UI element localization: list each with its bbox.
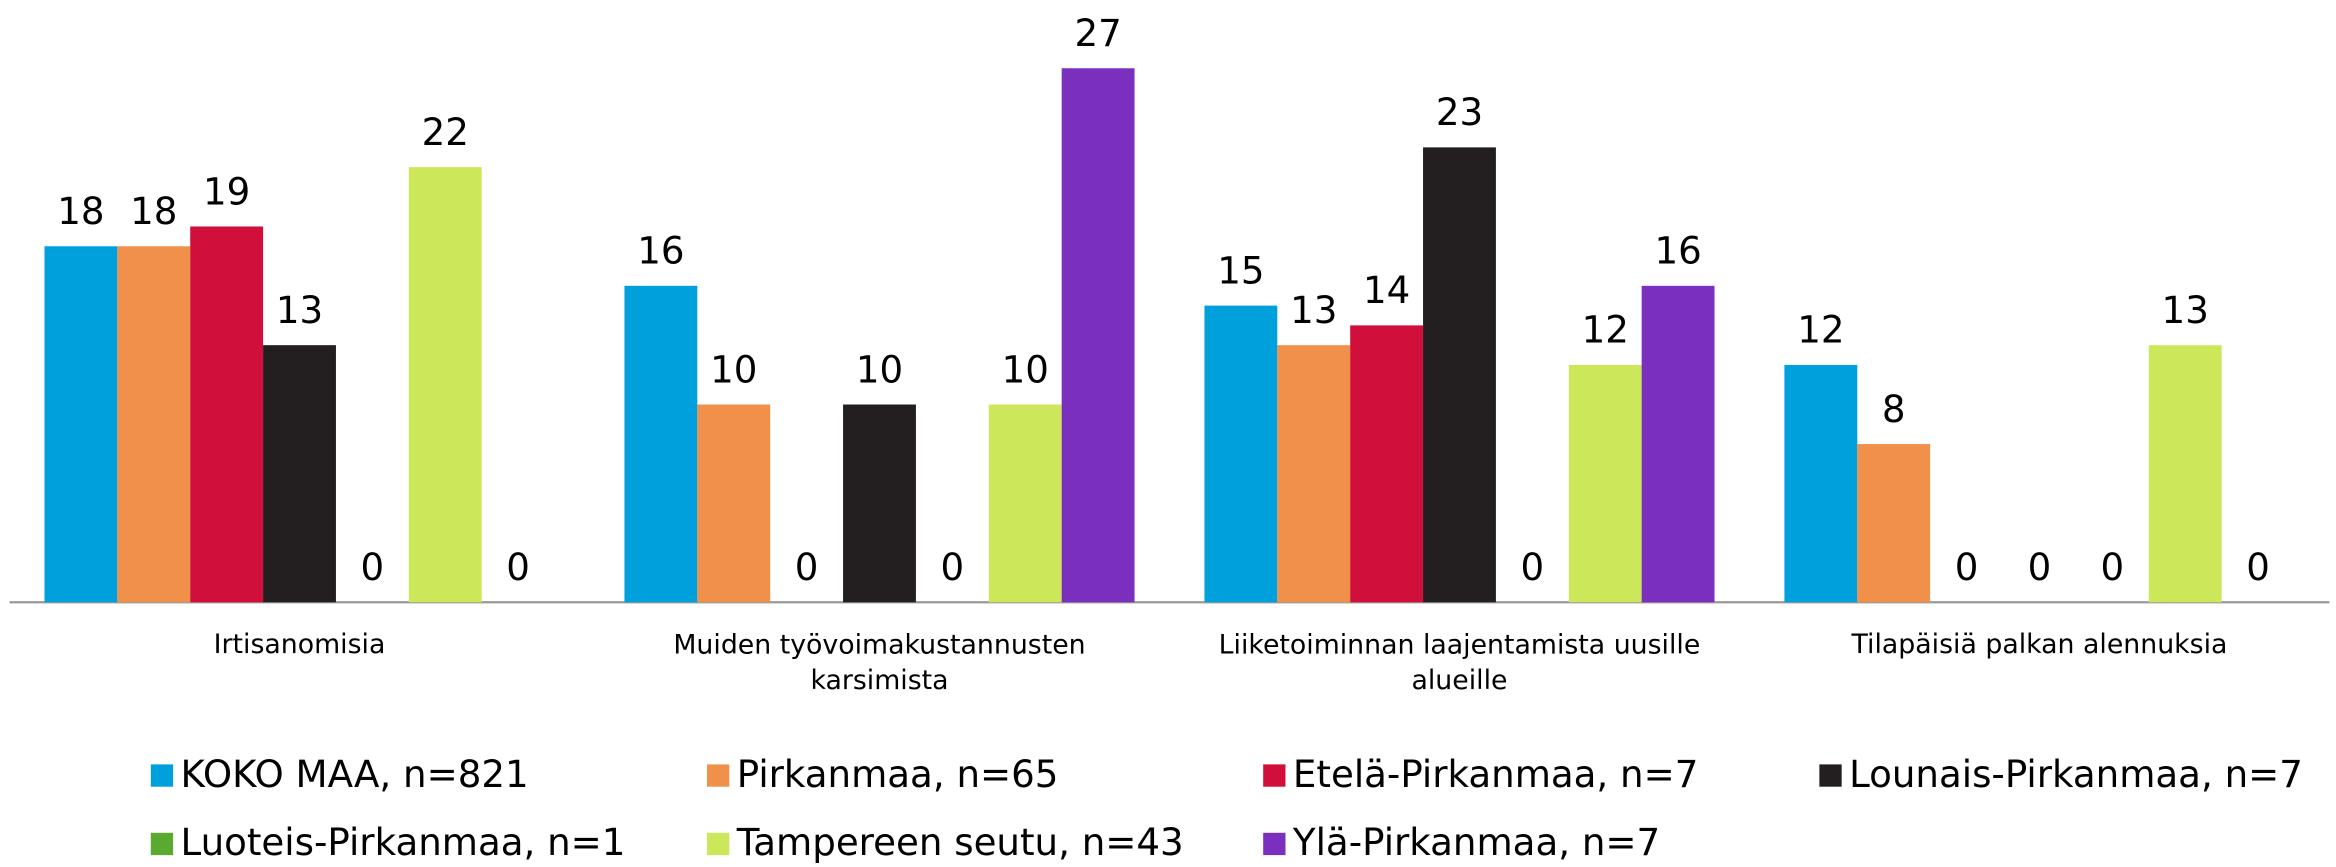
- legend-label: Tampereen seutu, n=43: [736, 820, 1184, 864]
- bar: [1061, 68, 1135, 603]
- legend-swatch: [1263, 764, 1286, 787]
- bar: [408, 167, 482, 603]
- legend-swatch: [706, 832, 730, 856]
- legend-swatch: [1819, 764, 1842, 787]
- bar: [117, 246, 191, 603]
- bar: [1277, 345, 1351, 603]
- data-label: 0: [1521, 545, 1545, 589]
- legend-label: Pirkanmaa, n=65: [737, 752, 1059, 796]
- x-tick-label: Irtisanomisia: [214, 629, 386, 660]
- data-label: 12: [1797, 308, 1844, 352]
- bar: [843, 404, 916, 603]
- data-label: 0: [941, 545, 965, 589]
- data-label: 23: [1436, 90, 1483, 134]
- data-label: 8: [1882, 387, 1906, 431]
- legend-label: KOKO MAA, n=821: [181, 752, 529, 796]
- data-label: 0: [1955, 545, 1979, 589]
- data-label: 16: [1654, 229, 1701, 273]
- legend-swatch: [1263, 832, 1286, 856]
- legend-swatch: [150, 832, 174, 856]
- bar: [1784, 364, 1858, 603]
- data-label: 0: [795, 545, 819, 589]
- legend-label: Luoteis-Pirkanmaa, n=1: [181, 820, 626, 864]
- data-label: 27: [1074, 11, 1121, 55]
- bar: [44, 246, 118, 603]
- data-label: 16: [637, 229, 684, 273]
- data-label: 10: [856, 347, 903, 391]
- data-label: 12: [1582, 308, 1629, 352]
- data-label: 10: [1002, 347, 1049, 391]
- x-tick-label: Liiketoiminnan laajentamista uusille alue…: [1219, 629, 1701, 696]
- bar: [697, 404, 771, 603]
- data-label: 18: [130, 189, 177, 233]
- bar: [1204, 305, 1278, 603]
- data-label: 22: [422, 110, 469, 154]
- bar: [263, 345, 336, 603]
- legend-label: Ylä-Pirkanmaa, n=7: [1292, 820, 1660, 864]
- data-label: 18: [57, 189, 104, 233]
- data-label: 19: [203, 169, 250, 213]
- legend-swatch: [150, 764, 174, 787]
- bar: [1350, 325, 1424, 603]
- data-label: 10: [710, 347, 757, 391]
- data-label: 13: [276, 288, 323, 332]
- data-label: 13: [2162, 288, 2209, 332]
- legend-label: Lounais-Pirkanmaa, n=7: [1849, 752, 2303, 796]
- data-label: 13: [1290, 288, 1337, 332]
- bar: [190, 226, 264, 603]
- bar: [988, 404, 1062, 603]
- bar: [624, 285, 698, 603]
- x-tick-label: Tilapäisiä palkan alennuksia: [1851, 629, 2228, 660]
- data-label: 0: [2028, 545, 2052, 589]
- x-tick-label: Muiden työvoimakustannusten karsimista: [673, 629, 1085, 696]
- legend-swatch: [706, 764, 730, 787]
- legend-label: Etelä-Pirkanmaa, n=7: [1293, 752, 1698, 796]
- data-label: 0: [2246, 545, 2270, 589]
- bar: [2148, 345, 2222, 603]
- bar: [1641, 285, 1715, 603]
- data-label: 0: [361, 545, 385, 589]
- data-label: 15: [1217, 248, 1264, 292]
- bar: [1568, 364, 1642, 603]
- data-label: 0: [2101, 545, 2125, 589]
- bar: [1423, 147, 1496, 603]
- data-label: 14: [1363, 268, 1410, 312]
- data-label: 0: [506, 545, 530, 589]
- bar: [1857, 444, 1931, 603]
